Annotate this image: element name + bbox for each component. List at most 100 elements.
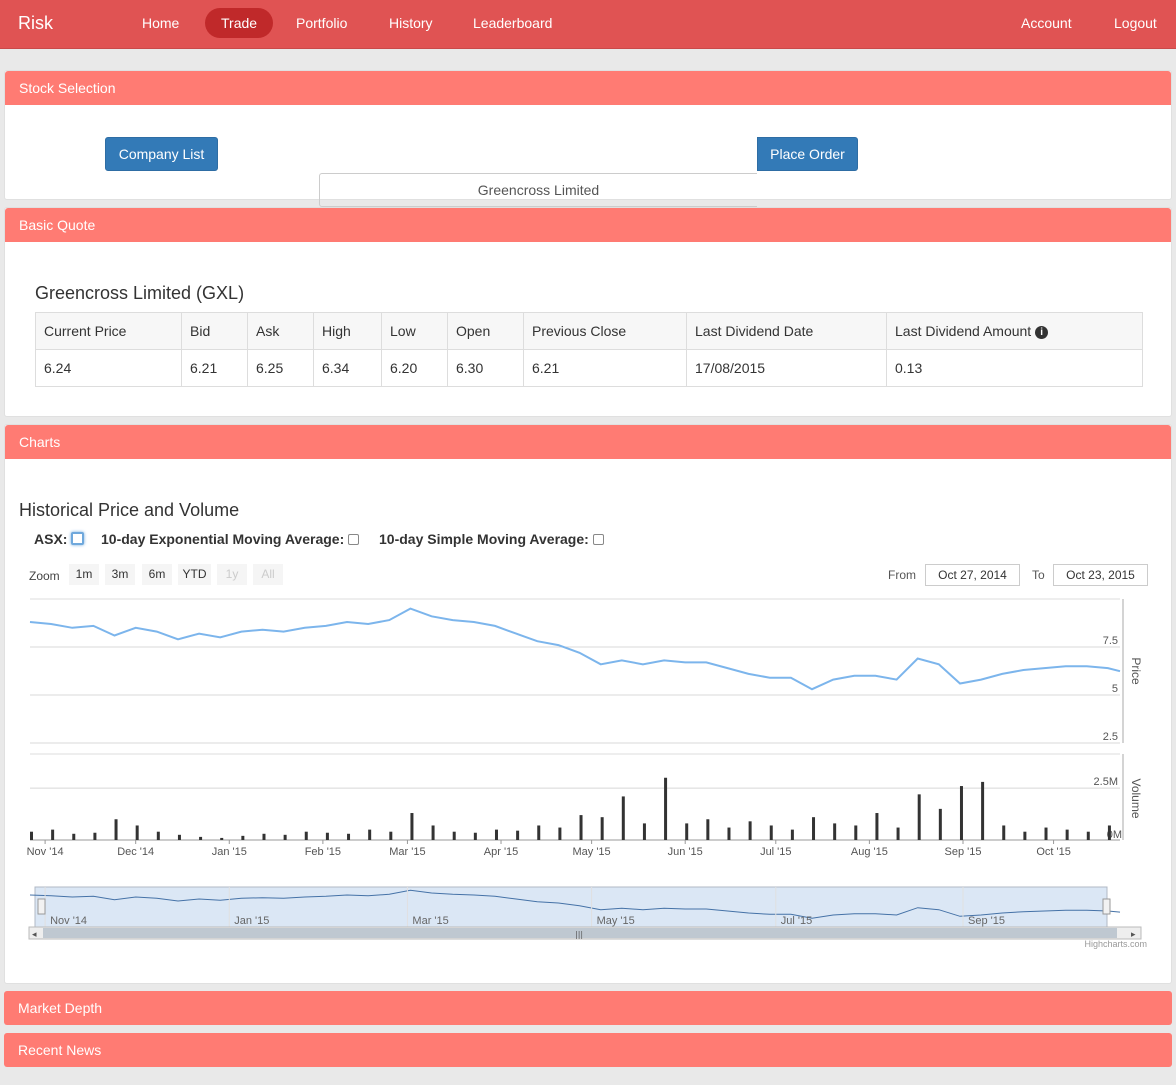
price-series-line[interactable]: [29, 607, 1121, 691]
price-axis-title: Price: [1129, 657, 1143, 685]
volume-bar: [833, 823, 837, 840]
volume-bar: [283, 834, 287, 840]
zoom-6m-button[interactable]: 6m: [142, 564, 172, 585]
volume-bar: [325, 832, 329, 840]
volume-bar: [600, 817, 604, 840]
volume-bar: [220, 837, 224, 840]
header-current-price: Current Price: [35, 312, 182, 350]
sma-checkbox[interactable]: [592, 534, 604, 545]
volume-bar: [685, 823, 689, 840]
company-list-button[interactable]: Company List: [105, 137, 218, 171]
volume-bar: [812, 817, 816, 840]
x-tick-label: Mar '15: [389, 846, 425, 858]
volume-bar: [938, 808, 942, 840]
volume-bar: [30, 831, 33, 840]
scroll-left-arrow-icon[interactable]: ◂: [32, 930, 37, 940]
navigator-scrollbar-thumb: [43, 928, 1117, 938]
nav-home[interactable]: Home: [142, 15, 180, 31]
asx-checkbox[interactable]: [71, 532, 85, 545]
nav-account[interactable]: Account: [1021, 15, 1072, 31]
nav-logout[interactable]: Logout: [1114, 15, 1157, 31]
volume-bar: [1107, 825, 1111, 840]
nav-history[interactable]: History: [389, 15, 433, 31]
volume-bar: [347, 833, 351, 840]
volume-bar: [431, 825, 435, 840]
zoom-ytd-button[interactable]: YTD: [178, 564, 211, 585]
volume-bar: [579, 815, 583, 840]
header-last-dividend-amount: Last Dividend Amount i: [886, 312, 1143, 350]
brand-logo[interactable]: Risk: [18, 13, 53, 33]
navigator-tick-label: Jan '15: [234, 915, 269, 927]
sma-option: 10-day Simple Moving Average:: [379, 531, 604, 547]
navigator-series-line: [29, 889, 1121, 919]
market-depth-heading[interactable]: Market Depth: [4, 991, 1172, 1025]
x-tick-label: Sep '15: [945, 846, 982, 858]
volume-bar: [1065, 829, 1069, 840]
volume-axis-title: Volume: [1129, 778, 1143, 818]
charts-heading[interactable]: Charts: [5, 425, 1171, 459]
sma-label: 10-day Simple Moving Average:: [379, 531, 589, 547]
volume-bar: [642, 823, 646, 840]
top-navbar: Risk Home Trade Portfolio History Leader…: [0, 0, 1176, 49]
company-search-input[interactable]: Greencross Limited: [319, 173, 757, 207]
volume-bar: [135, 825, 139, 840]
nav-portfolio[interactable]: Portfolio: [296, 15, 348, 31]
asx-option: ASX:: [34, 531, 85, 547]
nav-leaderboard[interactable]: Leaderboard: [473, 15, 553, 31]
x-tick-label: Jan '15: [212, 846, 247, 858]
zoom-1m-button[interactable]: 1m: [69, 564, 99, 585]
basic-quote-panel: Basic Quote Greencross Limited (GXL) Cur…: [4, 207, 1172, 417]
header-last-dividend-date: Last Dividend Date: [686, 312, 887, 350]
volume-bar: [156, 831, 160, 840]
scroll-right-arrow-icon[interactable]: ▸: [1131, 930, 1136, 940]
zoom-1y-button[interactable]: 1y: [217, 564, 247, 585]
volume-bar: [389, 831, 393, 840]
volume-bar: [494, 829, 498, 840]
ema-option: 10-day Exponential Moving Average:: [101, 531, 360, 547]
navigator-tick-label: Nov '14: [50, 915, 87, 927]
from-label: From: [888, 568, 916, 582]
volume-bar: [1086, 831, 1090, 840]
x-tick-label: Dec '14: [117, 846, 154, 858]
nav-trade[interactable]: Trade: [205, 8, 274, 38]
zoom-all-button[interactable]: All: [253, 564, 283, 585]
value-previous-close: 6.21: [523, 349, 687, 387]
quote-title: Greencross Limited (GXL): [35, 283, 245, 303]
volume-bar: [981, 781, 985, 840]
navigator-range: [34, 886, 1108, 928]
navigator-tick-label: Sep '15: [968, 915, 1005, 927]
stock-selection-heading[interactable]: Stock Selection: [5, 71, 1171, 105]
x-tick-label: May '15: [573, 846, 611, 858]
zoom-3m-button[interactable]: 3m: [105, 564, 135, 585]
from-date-input[interactable]: Oct 27, 2014: [925, 564, 1020, 586]
navigator-right-handle[interactable]: [1102, 898, 1111, 915]
value-current-price: 6.24: [35, 349, 182, 387]
ema-checkbox[interactable]: [348, 534, 360, 545]
place-order-button[interactable]: Place Order: [757, 137, 858, 171]
navigator-left-handle[interactable]: [37, 898, 46, 915]
basic-quote-heading[interactable]: Basic Quote: [5, 208, 1171, 242]
x-tick-label: Jul '15: [760, 846, 791, 858]
value-open: 6.30: [447, 349, 524, 387]
zoom-label: Zoom: [29, 569, 60, 583]
quote-table: Current Price Bid Ask High Low Open Prev…: [35, 312, 1143, 387]
scrollbar-grip-icon: |||: [575, 930, 583, 939]
volume-bar: [452, 831, 456, 840]
header-ask: Ask: [247, 312, 314, 350]
volume-bar: [875, 813, 879, 840]
volume-bar: [854, 825, 858, 840]
charts-panel: Charts Historical Price and Volume ASX: …: [4, 424, 1172, 984]
volume-bar: [558, 827, 562, 840]
info-icon[interactable]: i: [1035, 326, 1049, 339]
recent-news-heading[interactable]: Recent News: [4, 1033, 1172, 1067]
volume-bar: [93, 832, 97, 840]
volume-bar: [664, 777, 668, 840]
value-last-dividend-amount: 0.13: [886, 349, 1143, 387]
value-bid: 6.21: [181, 349, 248, 387]
x-tick-label: Aug '15: [851, 846, 888, 858]
header-previous-close: Previous Close: [523, 312, 687, 350]
volume-bar: [516, 830, 520, 840]
to-date-input[interactable]: Oct 23, 2015: [1053, 564, 1148, 586]
highcharts-credit[interactable]: Highcharts.com: [1084, 939, 1147, 949]
